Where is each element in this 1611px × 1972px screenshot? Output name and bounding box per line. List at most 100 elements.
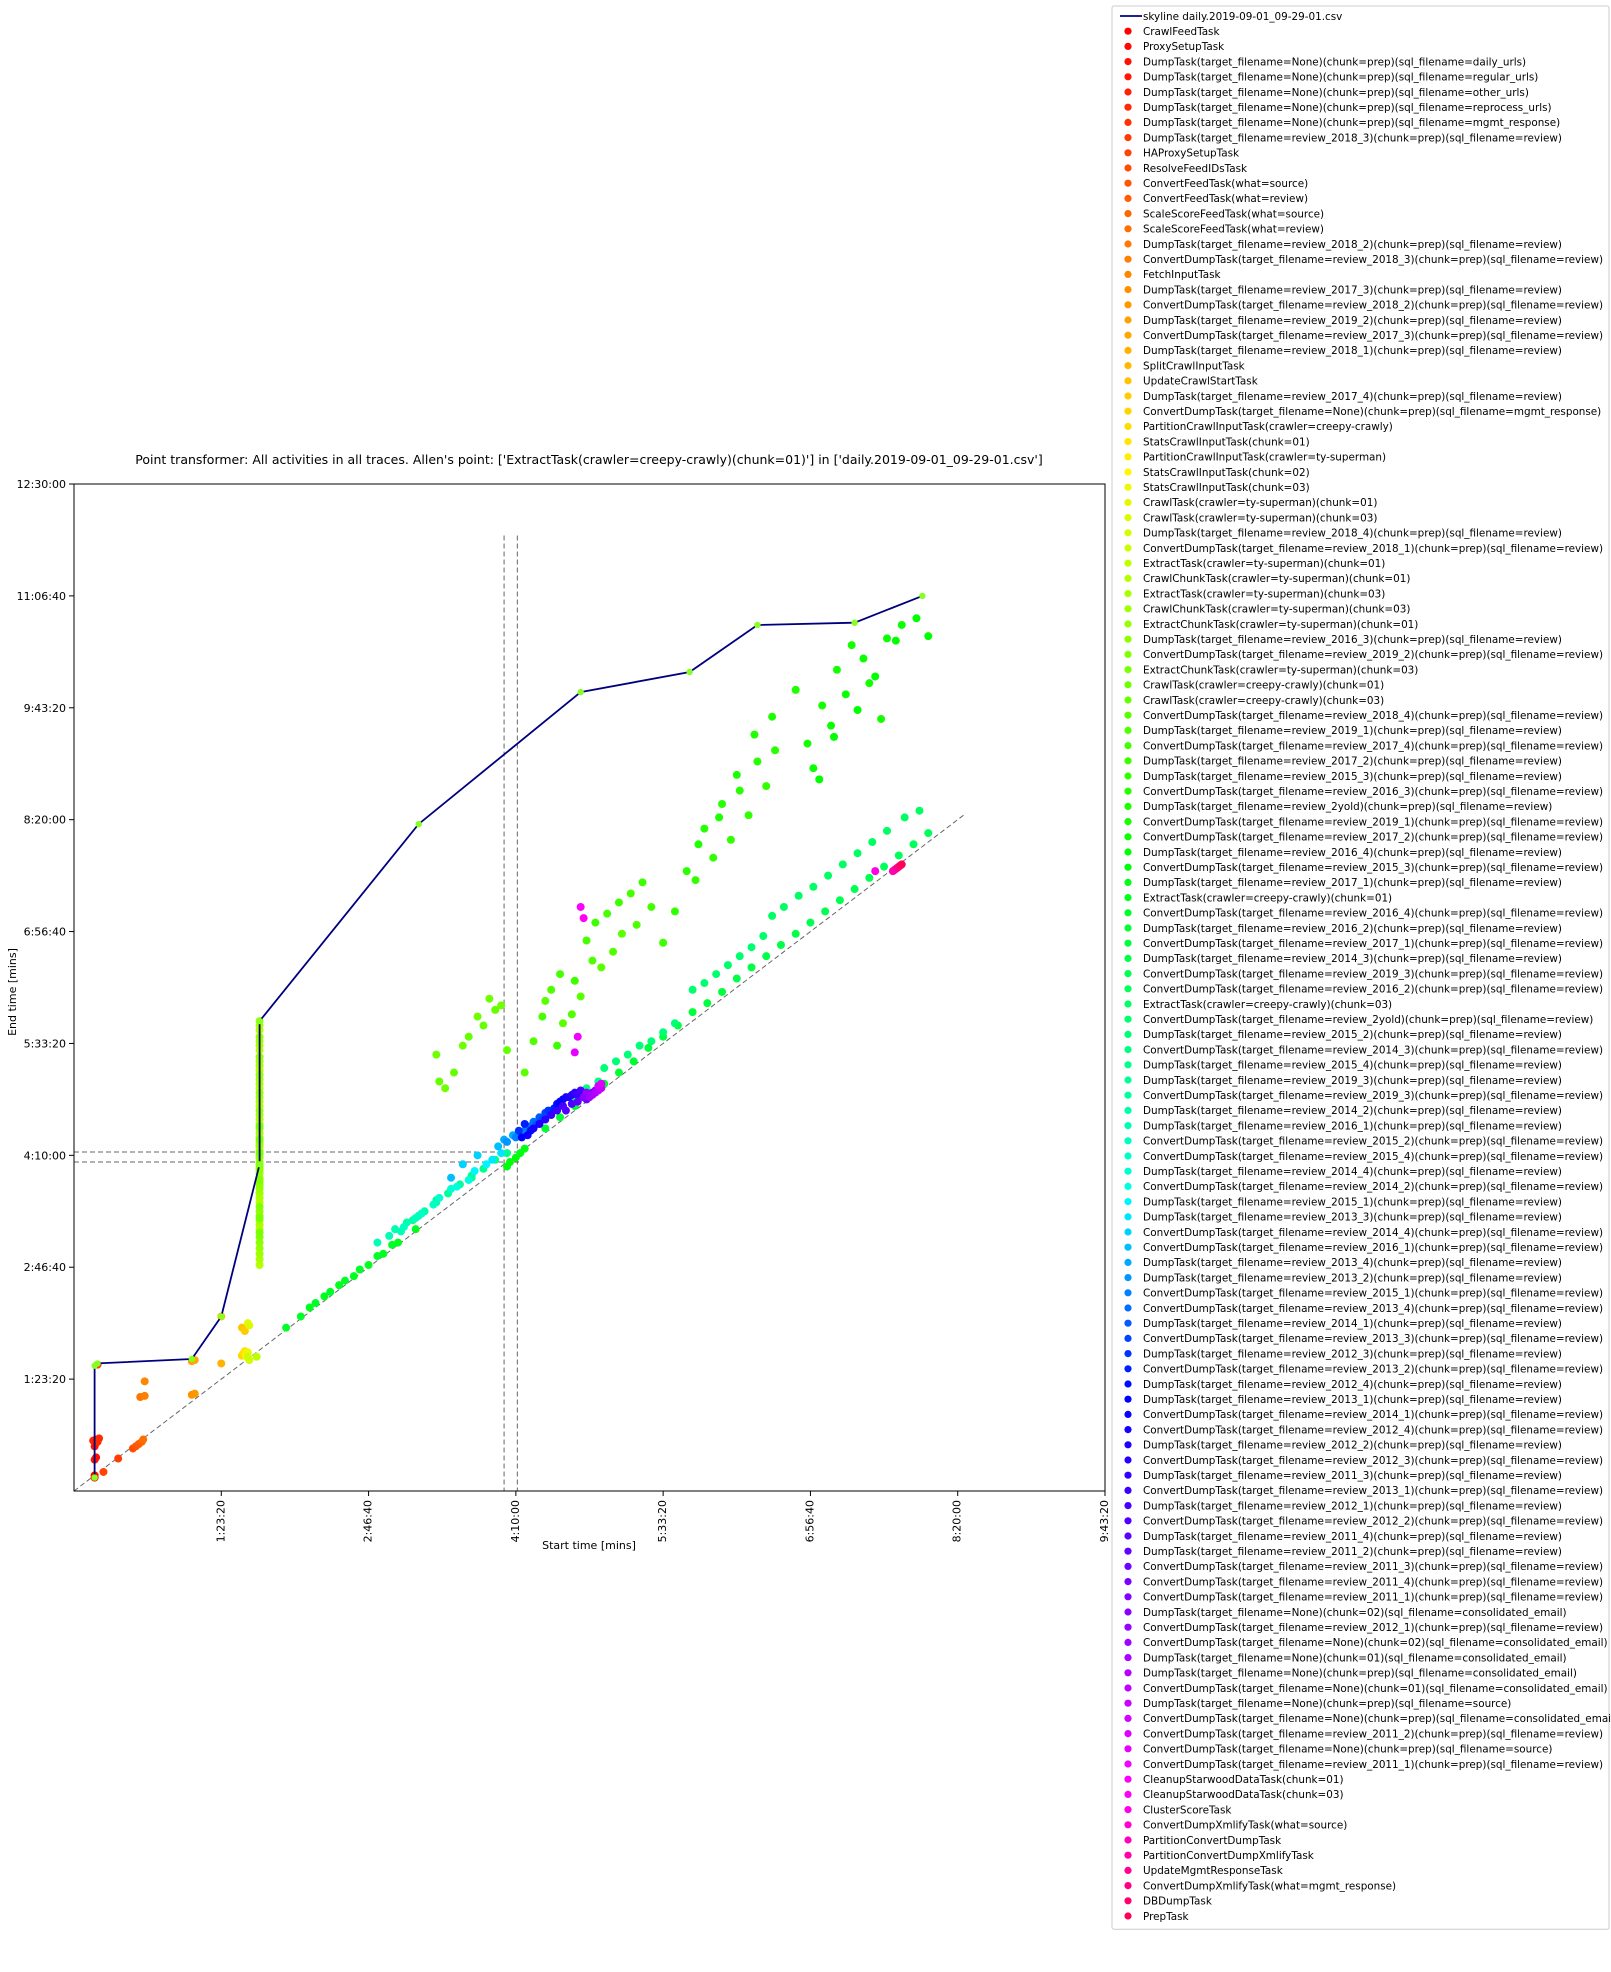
legend-label: PartitionConvertDumpXmlifyTask: [1143, 1850, 1314, 1862]
legend-label: DumpTask(target_filename=None)(chunk=pre…: [1143, 72, 1538, 84]
legend-label: DumpTask(target_filename=review_2013_4)(…: [1143, 1257, 1562, 1269]
scatter-point: [255, 1260, 264, 1269]
scatter-point: [703, 999, 712, 1008]
scatter-point: [364, 1260, 373, 1269]
legend-marker: [1124, 1258, 1132, 1266]
scatter-point: [609, 947, 618, 956]
scatter-point: [255, 1228, 264, 1237]
scatter-point: [482, 1160, 491, 1169]
legend-label: ConvertDumpTask(target_filename=review_2…: [1143, 832, 1603, 844]
legend-label: StatsCrawlInputTask(chunk=02): [1143, 467, 1310, 479]
legend-marker: [1124, 1684, 1132, 1692]
x-tick-label: 1:23:20: [214, 1500, 227, 1542]
scatter-point: [541, 1115, 550, 1124]
scatter-point: [880, 862, 889, 871]
legend-label: StatsCrawlInputTask(chunk=03): [1143, 482, 1310, 494]
legend-marker: [1124, 377, 1132, 385]
x-tick-label: 2:46:40: [362, 1500, 375, 1542]
scatter-point: [576, 992, 585, 1001]
scatter-point: [553, 1041, 562, 1050]
legend-marker: [1124, 1486, 1132, 1494]
legend-marker: [1124, 1426, 1132, 1434]
legend-label: FetchInputTask: [1143, 269, 1221, 281]
legend-marker: [1124, 909, 1132, 917]
legend-label: DumpTask(target_filename=None)(chunk=pre…: [1143, 87, 1529, 99]
legend-marker: [1124, 742, 1132, 750]
legend-marker: [1124, 392, 1132, 400]
legend-marker: [1124, 1790, 1132, 1798]
scatter-point: [491, 1005, 500, 1014]
scatter-point: [850, 885, 859, 894]
legend-label: ScaleScoreFeedTask(what=review): [1143, 224, 1324, 236]
legend-label: DumpTask(target_filename=review_2019_2)(…: [1143, 315, 1562, 327]
legend-label: ConvertDumpTask(target_filename=review_2…: [1143, 1090, 1603, 1102]
legend-label: DumpTask(target_filename=review_2015_1)(…: [1143, 1196, 1562, 1208]
legend-marker: [1124, 514, 1132, 522]
legend-label: ConvertDumpTask(target_filename=review_2…: [1143, 862, 1603, 874]
legend-label: CrawlTask(crawler=ty-superman)(chunk=01): [1143, 497, 1377, 509]
scatter-point: [320, 1292, 329, 1301]
x-axis-title: Start time [mins]: [542, 1539, 636, 1552]
legend-label: ConvertDumpTask(target_filename=review_2…: [1143, 908, 1603, 920]
scatter-point: [821, 907, 830, 916]
legend-marker: [1124, 802, 1132, 811]
scatter-point: [670, 1019, 679, 1028]
legend-marker: [1124, 210, 1132, 218]
scatter-point: [853, 849, 862, 858]
scatter-point: [753, 757, 762, 766]
legend-marker: [1124, 1562, 1132, 1570]
scatter-point: [647, 902, 656, 911]
scatter-point: [779, 902, 788, 911]
scatter-point: [806, 918, 815, 927]
scatter-point: [114, 1454, 123, 1463]
scatter-point: [735, 786, 744, 795]
legend-marker: [1124, 1547, 1132, 1555]
legend-label: ConvertDumpTask(target_filename=review_2…: [1143, 1561, 1603, 1573]
scatter-point: [747, 963, 756, 972]
legend-marker: [1124, 833, 1132, 841]
scatter-point: [617, 929, 626, 938]
scatter-point: [485, 994, 494, 1003]
legend-label: DumpTask(target_filename=review_2013_3)(…: [1143, 1212, 1562, 1224]
data-marks: [89, 592, 933, 1482]
legend-marker: [1124, 726, 1132, 735]
scatter-point: [341, 1276, 350, 1285]
legend-marker: [1124, 1471, 1132, 1479]
scatter-point: [553, 1106, 562, 1115]
legend-marker: [1124, 1699, 1132, 1707]
y-tick-label: 8:20:00: [24, 814, 66, 827]
scatter-point: [547, 985, 556, 994]
legend-label: CleanupStarwoodDataTask(chunk=01): [1143, 1774, 1344, 1786]
y-tick-label: 1:23:20: [24, 1373, 66, 1386]
legend-label: DumpTask(target_filename=review_2014_2)(…: [1143, 1105, 1562, 1117]
legend-marker: [1124, 58, 1132, 66]
scatter-point: [897, 620, 906, 629]
scatter-point: [255, 1255, 264, 1264]
scatter-point: [95, 1434, 104, 1443]
scatter-point: [871, 672, 880, 681]
scatter-point: [355, 1265, 364, 1274]
legend-label: DumpTask(target_filename=review_2016_4)(…: [1143, 847, 1562, 859]
legend-label: DumpTask(target_filename=review_2018_1)(…: [1143, 345, 1562, 357]
scatter-point: [832, 665, 841, 674]
scatter-point: [715, 813, 724, 822]
legend-label: ConvertDumpTask(target_filename=review_2…: [1143, 1455, 1603, 1467]
legend-marker: [1124, 924, 1132, 932]
legend-label: UpdateMgmtResponseTask: [1143, 1865, 1283, 1877]
skyline-point: [256, 1161, 263, 1168]
scatter-point: [488, 1155, 497, 1164]
scatter-point: [99, 1467, 108, 1476]
scatter-point: [252, 1352, 261, 1361]
scatter-point: [718, 987, 727, 996]
scatter-point: [732, 770, 741, 779]
legend-marker: [1124, 1912, 1132, 1920]
scatter-point: [579, 914, 588, 923]
x-tick-label: 6:56:40: [803, 1500, 816, 1542]
legend-marker: [1124, 1836, 1132, 1844]
scatter-point: [603, 909, 612, 918]
legend-marker: [1124, 878, 1132, 887]
legend-label: ClusterScoreTask: [1143, 1804, 1231, 1816]
legend-label: ConvertDumpTask(target_filename=review_2…: [1143, 1136, 1603, 1148]
legend-marker: [1124, 1882, 1132, 1890]
legend-label: PartitionConvertDumpTask: [1143, 1835, 1281, 1847]
